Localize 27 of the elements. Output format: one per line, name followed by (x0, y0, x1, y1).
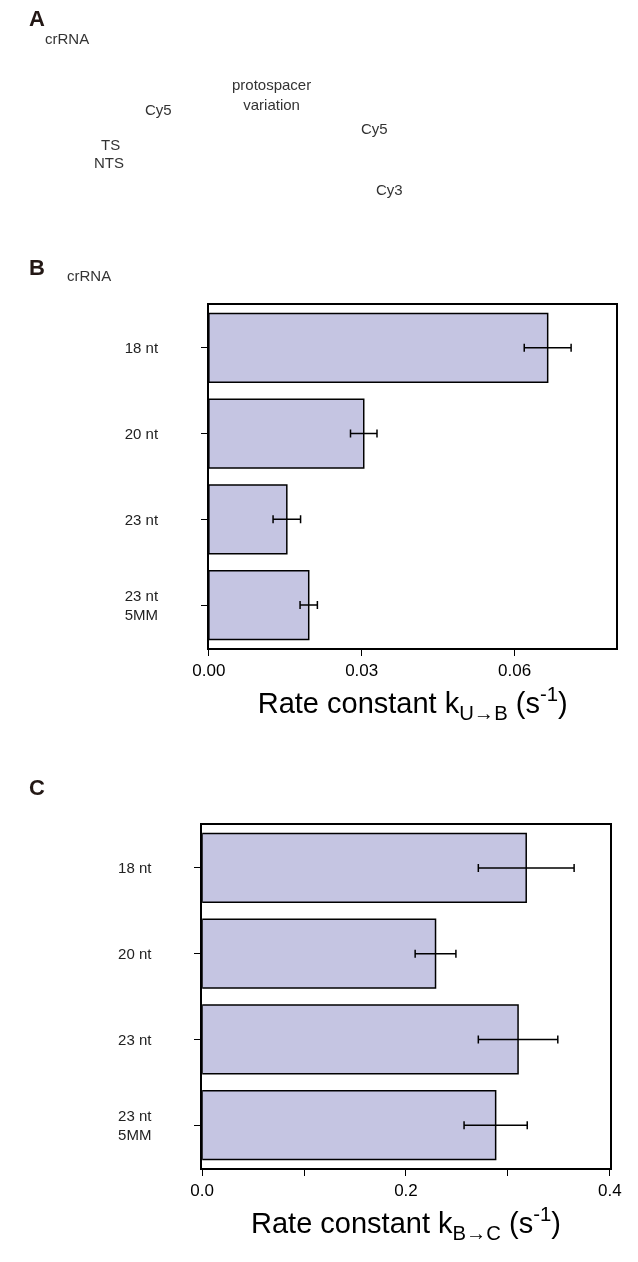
x-tick-label: 0.2 (394, 1181, 418, 1201)
text: crRNA (45, 30, 90, 47)
text: Cy5 (361, 120, 388, 137)
x-tick-label: 0.00 (192, 661, 226, 681)
x-tick-label: 0.0 (190, 1181, 214, 1201)
y-tick-label: 23 nt (124, 510, 159, 528)
x-tick-label: 0.4 (597, 1181, 622, 1201)
text: Cy3 (376, 181, 403, 198)
text: Cy5 (145, 101, 172, 118)
y-axis-title: crRNA (67, 267, 112, 284)
y-tick-label: 20 nt (118, 944, 153, 962)
y-tick-label: 23 nt (118, 1030, 153, 1048)
x-axis-title: Rate constant k$_{U→B}$ (s$^{-1}$) (257, 683, 568, 724)
x-tick-label: 0.06 (498, 661, 532, 681)
y-tick-label: 23 nt 5MM (124, 586, 159, 624)
text: B (29, 255, 45, 280)
text: C (29, 775, 45, 800)
text: NTS (94, 154, 124, 171)
x-axis-title: Rate constant k$_{B→C}$ (s$^{-1}$) (251, 1203, 561, 1244)
text: protospacer variation (232, 76, 312, 113)
y-tick-label: 18 nt (124, 339, 159, 357)
y-tick-label: 18 nt (118, 859, 153, 877)
text: TS (101, 136, 121, 153)
x-tick-label: 0.03 (345, 661, 379, 681)
text: A (29, 6, 45, 31)
y-tick-label: 23 nt 5MM (118, 1106, 153, 1144)
y-tick-label: 20 nt (124, 424, 159, 442)
